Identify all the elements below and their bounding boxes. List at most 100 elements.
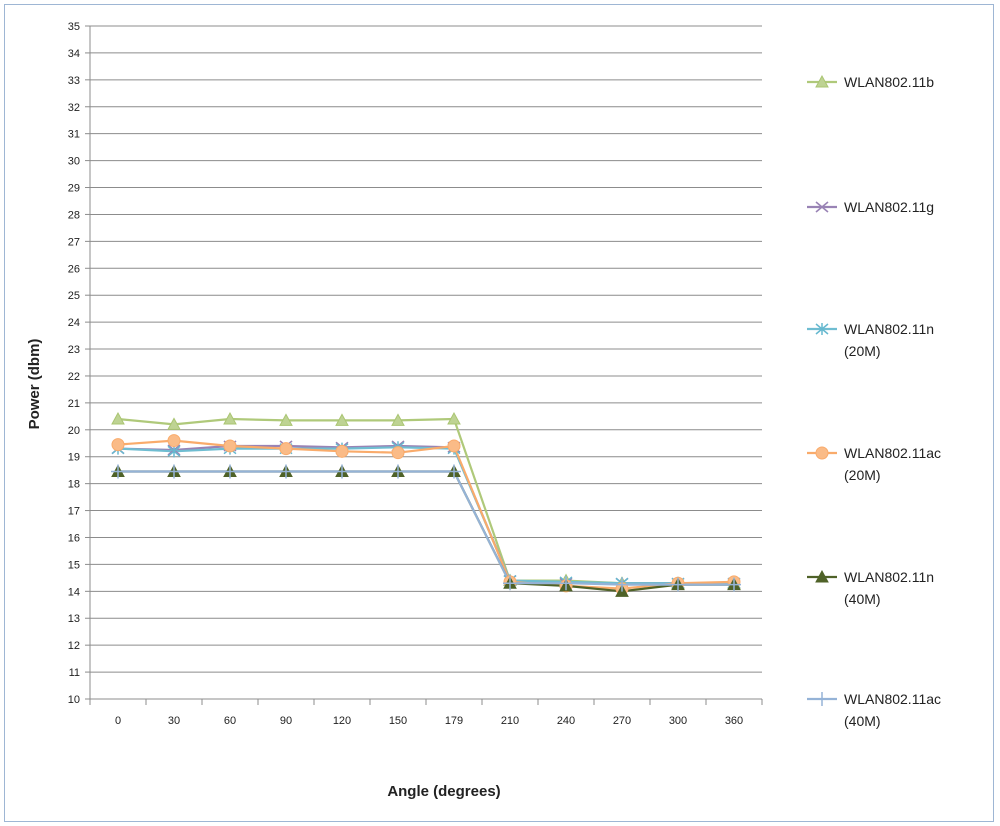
data-point-s4-4 <box>279 442 293 456</box>
y-tick-label: 34 <box>68 48 80 60</box>
data-point-s1-7 <box>447 411 461 425</box>
data-point-s6-4 <box>279 464 293 479</box>
y-tick-label: 28 <box>68 209 80 221</box>
data-point-s6-1 <box>111 464 125 479</box>
series-line-6 <box>118 470 734 586</box>
x-tick-label: 300 <box>669 715 687 727</box>
x-tick-label: 60 <box>224 715 236 727</box>
y-tick-label: 33 <box>68 75 80 87</box>
y-tick-label: 20 <box>68 425 80 437</box>
data-point-s1-2 <box>167 417 181 430</box>
y-tick-label: 30 <box>68 156 80 168</box>
y-tick-label: 32 <box>68 102 80 114</box>
data-point-s6-7 <box>447 464 461 479</box>
y-tick-label: 25 <box>68 290 80 302</box>
legend-entry-4: WLAN802.11ac (20M) <box>807 445 941 483</box>
y-tick-label: 15 <box>68 559 80 571</box>
data-point-s6-8 <box>503 576 517 591</box>
data-point-s6-9 <box>559 576 573 591</box>
legend-marker <box>815 692 829 706</box>
x-tick-label: 360 <box>725 715 743 727</box>
series-line-2 <box>117 444 734 585</box>
legend-label: WLAN802.11n <box>844 321 934 337</box>
y-tick-label: 31 <box>68 129 80 141</box>
x-tick-label: 240 <box>557 715 575 727</box>
legend-label: WLAN802.11ac <box>844 691 941 707</box>
data-point-s6-12 <box>727 577 741 592</box>
legend-marker <box>815 74 829 88</box>
data-point-s4-6 <box>391 446 405 460</box>
data-point-s4-5 <box>335 444 349 458</box>
legend-entry-1: WLAN802.11b <box>807 74 934 90</box>
legend-entry-5: WLAN802.11n (40M) <box>807 569 934 607</box>
x-tick-label: 30 <box>168 715 180 727</box>
legend: WLAN802.11bWLAN802.11gWLAN802.11n(20M)WL… <box>807 74 941 729</box>
x-tick-label: 90 <box>280 715 292 727</box>
data-point-s1-3 <box>223 411 237 425</box>
y-tick-label: 19 <box>68 452 80 464</box>
legend-marker <box>815 323 829 335</box>
x-tick-label: 179 <box>445 715 463 727</box>
y-tick-labels: 10 11 12 13 14 15 16 17 18 19 20 21 22 23 24 25 26 27 28 29… <box>68 21 80 706</box>
data-point-s4-1 <box>111 438 125 452</box>
x-tick-label: 150 <box>389 715 407 727</box>
y-tick-label: 22 <box>68 371 80 383</box>
series-line-3 <box>117 446 734 585</box>
legend-label: WLAN802.11g <box>844 199 934 215</box>
y-tick-label: 23 <box>68 344 80 356</box>
y-tick-label: 10 <box>68 694 80 706</box>
y-axis-title: Power (dbm) <box>26 339 43 430</box>
axes <box>85 25 763 705</box>
data-point-s6-5 <box>335 464 349 479</box>
legend-marker <box>815 201 829 213</box>
y-tick-label: 17 <box>68 506 80 518</box>
x-axis-title: Angle (degrees) <box>387 783 500 800</box>
series-line-4 <box>117 439 735 590</box>
legend-label: (20M) <box>844 467 881 483</box>
y-tick-label: 29 <box>68 183 80 195</box>
y-tick-label: 11 <box>69 667 80 679</box>
x-tick-label: 270 <box>613 715 631 727</box>
data-point-s4-2 <box>167 434 181 448</box>
legend-entry-2: WLAN802.11g <box>807 199 934 215</box>
data-point-s3-2 <box>167 445 181 458</box>
legend-label: WLAN802.11ac <box>844 445 941 461</box>
chart-frame <box>4 4 994 822</box>
series-markers <box>111 411 741 597</box>
legend-entry-3: WLAN802.11n (20M) <box>807 321 934 359</box>
y-tick-label: 24 <box>68 317 80 329</box>
legend-label: WLAN802.11b <box>844 74 934 90</box>
data-point-s6-6 <box>391 464 405 479</box>
x-tick-label: 210 <box>501 715 519 727</box>
data-point-s6-10 <box>615 577 629 592</box>
x-tick-label: 0 <box>115 715 121 727</box>
y-tick-label: 18 <box>68 479 80 491</box>
x-tick-labels: 0 30 60 90 120 150 179 210 240 270 300 360 <box>115 715 743 727</box>
y-tick-label: 35 <box>68 21 80 33</box>
legend-label: (20M) <box>844 343 881 359</box>
data-point-s1-4 <box>279 413 293 426</box>
legend-label: (40M) <box>844 713 881 729</box>
data-point-s4-7 <box>447 439 461 453</box>
grid-lines <box>90 25 762 673</box>
data-point-s6-11 <box>671 577 685 592</box>
y-tick-label: 21 <box>68 398 80 410</box>
data-point-s6-3 <box>223 464 237 479</box>
data-point-s4-3 <box>223 439 237 453</box>
legend-label: (40M) <box>844 591 881 607</box>
legend-entry-6: WLAN802.11ac (40M) <box>807 691 941 729</box>
data-point-s1-1 <box>111 411 125 425</box>
data-point-s1-5 <box>335 413 349 426</box>
y-tick-label: 27 <box>68 236 80 248</box>
y-tick-label: 12 <box>68 640 80 652</box>
y-tick-label: 16 <box>68 532 80 544</box>
data-point-s6-2 <box>167 464 181 479</box>
series-lines <box>117 417 735 593</box>
series-line-5 <box>118 470 734 593</box>
y-tick-label: 14 <box>68 586 80 598</box>
data-point-s1-6 <box>391 413 405 426</box>
legend-marker <box>815 569 829 583</box>
legend-label: WLAN802.11n <box>844 569 934 585</box>
y-tick-label: 13 <box>68 613 80 625</box>
